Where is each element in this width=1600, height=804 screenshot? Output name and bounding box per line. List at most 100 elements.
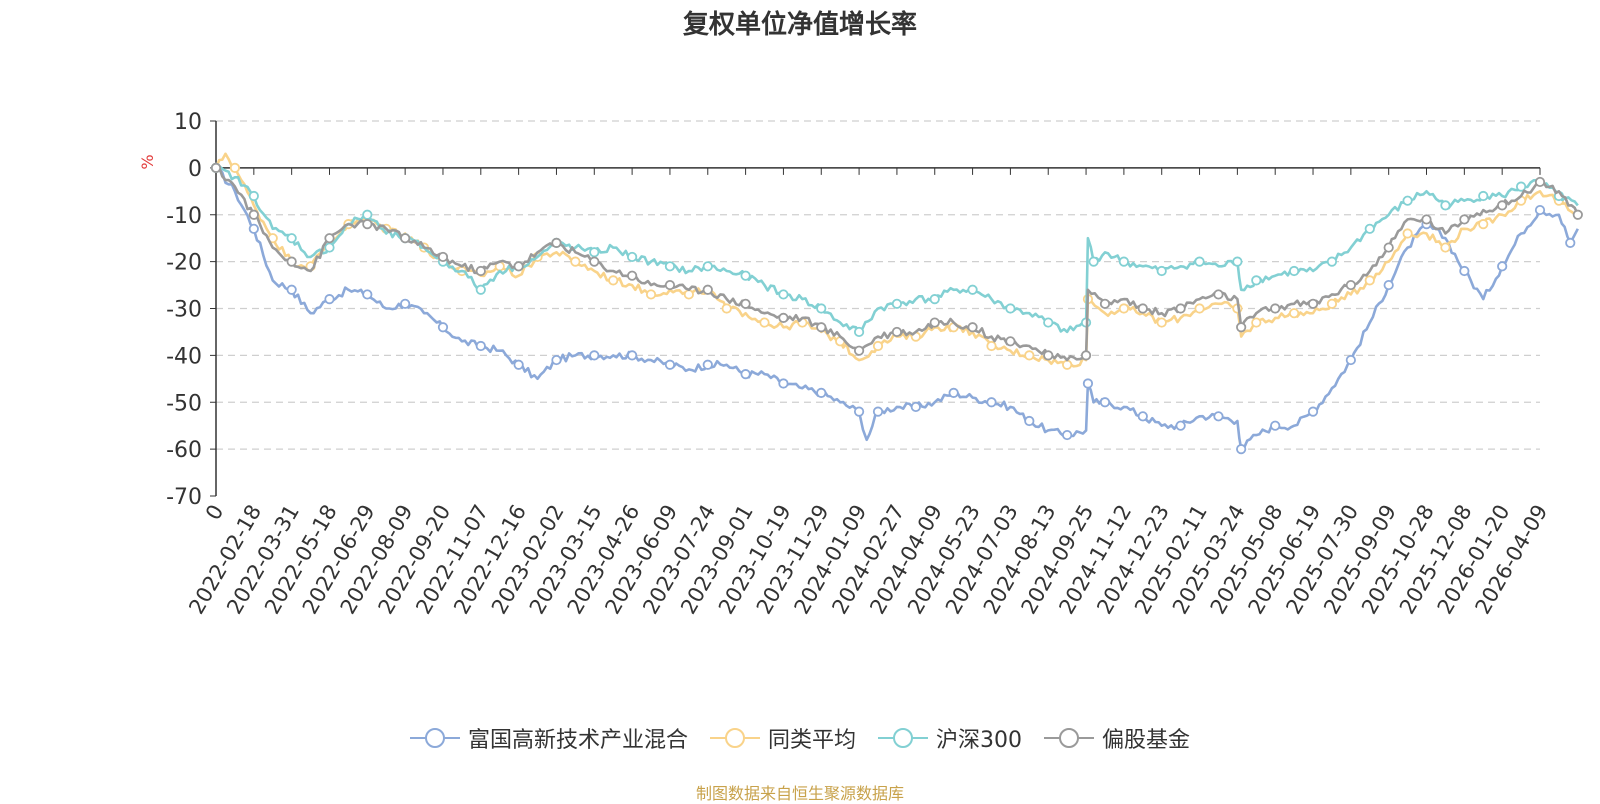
data-point [570, 256, 581, 267]
legend-label: 同类平均 [767, 728, 856, 753]
data-point [475, 265, 486, 277]
y-tick-label: -70 [166, 485, 202, 510]
data-point [1383, 279, 1394, 291]
data-point [1497, 261, 1508, 272]
data-point [872, 406, 884, 417]
data-point [1289, 265, 1300, 277]
data-point [721, 303, 732, 314]
data-point [1402, 195, 1413, 206]
data-point [872, 340, 884, 352]
data-source-note: 制图数据来自恒生聚源数据库 [695, 784, 904, 803]
data-point [1307, 406, 1319, 417]
data-point [1515, 181, 1527, 192]
data-point [324, 242, 335, 253]
data-point [1213, 411, 1224, 422]
data-point [362, 289, 373, 300]
y-tick-label: 10 [174, 110, 202, 135]
y-tick-label: 0 [188, 157, 202, 182]
data-point [589, 350, 600, 361]
legend-marker-icon [709, 728, 760, 748]
legend-label: 偏股基金 [1102, 728, 1191, 753]
data-point [1402, 228, 1413, 239]
data-point [1421, 214, 1432, 225]
y-tick-label: -20 [166, 251, 202, 276]
data-point [1534, 176, 1546, 188]
data-point [948, 387, 959, 398]
legend-item[interactable]: 富国高新技术产业混合 [409, 722, 688, 754]
data-point [437, 322, 449, 333]
data-point [589, 247, 600, 258]
data-point [1194, 303, 1205, 314]
data-point [1459, 265, 1470, 277]
data-point [702, 359, 713, 370]
data-point [853, 406, 865, 417]
data-point [229, 162, 241, 173]
data-point [286, 284, 297, 295]
data-point [967, 322, 978, 333]
data-point [1118, 256, 1129, 267]
data-point [286, 256, 297, 267]
legend-item[interactable]: 同类平均 [709, 722, 856, 754]
data-point [1364, 275, 1375, 286]
data-point [891, 326, 903, 338]
y-tick-label: -40 [166, 344, 202, 369]
data-point [702, 284, 713, 295]
data-point [1251, 275, 1262, 286]
data-point [1194, 256, 1205, 267]
legend-item[interactable]: 沪深300 [878, 722, 1022, 754]
data-point [1175, 303, 1186, 314]
data-point [324, 233, 335, 244]
data-point [400, 298, 411, 309]
data-point [1251, 317, 1262, 328]
y-tick-label: -30 [166, 298, 202, 323]
data-point [1043, 317, 1054, 328]
data-point [1534, 204, 1546, 216]
data-point [1307, 298, 1319, 309]
y-tick-label: -10 [166, 204, 202, 229]
data-point [324, 294, 335, 305]
data-point [853, 345, 865, 356]
data-point [248, 190, 259, 202]
line-chart: 100-10-20-30-40-50-60-7002022-02-182022-… [138, 110, 1583, 618]
data-point [1024, 350, 1035, 361]
legend-item[interactable]: 偏股基金 [1044, 722, 1190, 754]
data-point [1236, 322, 1247, 333]
data-point [1565, 237, 1576, 248]
data-point [816, 303, 827, 314]
data-point [1043, 350, 1054, 361]
y-tick-label: -50 [166, 391, 202, 416]
data-point [1137, 303, 1148, 314]
data-point [664, 261, 676, 272]
data-point [759, 317, 770, 328]
data-point [627, 350, 638, 361]
data-point [1232, 256, 1243, 267]
data-point [645, 289, 657, 300]
data-point [853, 326, 865, 338]
data-point [1062, 359, 1073, 370]
data-point [1289, 308, 1300, 319]
data-point [1082, 378, 1094, 389]
data-point [400, 233, 411, 244]
data-point [608, 275, 619, 286]
data-point [664, 279, 676, 291]
data-point [816, 387, 827, 398]
data-point [816, 322, 827, 333]
data-point [1005, 303, 1016, 314]
data-point [778, 312, 789, 323]
data-point [1326, 298, 1338, 309]
data-point [1572, 209, 1583, 220]
data-point [551, 354, 562, 366]
data-point [929, 317, 940, 328]
data-point [1088, 256, 1099, 267]
data-point [1459, 214, 1470, 225]
data-point [1478, 219, 1489, 230]
data-point [1005, 336, 1016, 347]
data-point [362, 219, 373, 230]
data-point [551, 237, 562, 248]
data-point [986, 340, 997, 352]
legend-label: 沪深300 [936, 728, 1022, 753]
data-point [1213, 289, 1224, 300]
data-point [627, 251, 638, 263]
data-point [740, 270, 751, 281]
data-point [778, 378, 789, 389]
